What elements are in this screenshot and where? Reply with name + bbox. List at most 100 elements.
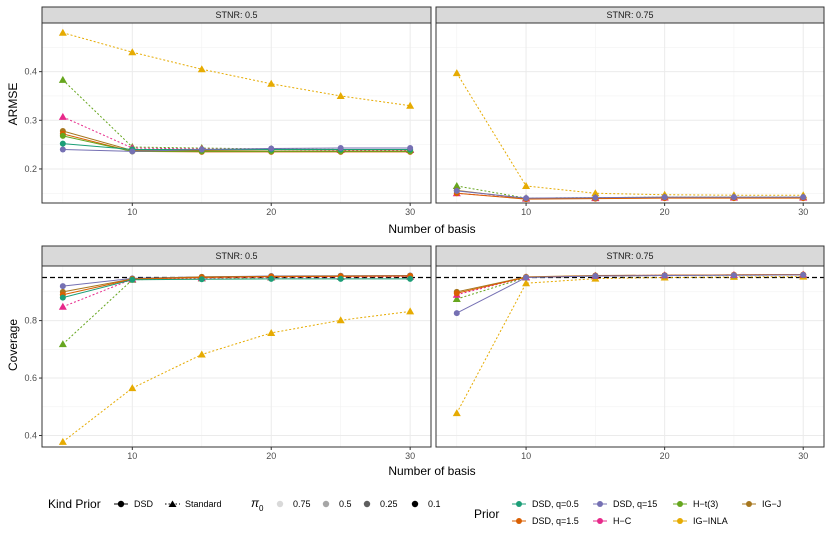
legend-dsd-label: DSD [134,499,154,509]
x-tick-label: 10 [521,451,531,461]
panel-bottom-left: STNR: 0.5 10 20 30 0.4 0.6 0.8 [24,245,432,461]
legend-dsd-marker [117,500,125,508]
legend-pi-label: 0.25 [380,499,398,509]
point-marker [58,302,67,310]
x-tick-label: 10 [127,451,137,461]
point-marker [58,437,67,445]
point-marker [336,316,345,324]
x-tick-label: 10 [521,207,531,217]
legend-pi-marker [322,500,330,508]
point-marker [592,273,599,280]
legend-prior-marker [516,518,522,524]
point-marker [661,194,668,201]
point-marker [337,145,344,152]
point-marker [452,69,461,77]
legend-prior-label: DSD, q=15 [613,499,657,509]
series-ig-inla-standard [58,307,415,445]
legend-prior-marker [597,518,603,524]
series-ig-inla-standard [58,28,415,109]
legend: Kind Prior DSD Standard π 0 0.75 0.5 0.25 0… [48,496,781,526]
point-marker [591,189,600,197]
strip-label: STNR: 0.5 [215,251,257,261]
x-tick-label: 20 [660,451,670,461]
panels: STNR: 0.5 10 20 30 0.2 0.3 0.4 STNR: 0.75 10 20 30… [24,6,825,461]
legend-kind-dsd: DSD [114,499,154,509]
x-tick-label: 30 [405,451,415,461]
x-tick-label: 20 [266,451,276,461]
point-marker [800,271,807,278]
legend-prior-item: H−t(3) [673,499,718,509]
plot-border [41,265,432,448]
point-marker [59,283,66,290]
point-marker [453,187,460,194]
y-tick-label: 0.3 [24,115,37,125]
series-dsd-q-0-5-dsd [59,275,414,301]
point-marker [268,145,275,152]
series-line [62,147,411,152]
legend-pi-label: 0.75 [293,499,311,509]
legend-pi-title: π [251,496,260,510]
x-tick-label: 30 [798,207,808,217]
legend-prior-marker [677,501,683,507]
point-marker [198,276,205,283]
point-marker [522,279,531,287]
legend-pi-label: 0.5 [339,499,352,509]
legend-pi-item: 0.5 [322,499,352,509]
series-line [62,32,411,107]
point-marker [661,272,668,279]
legend-prior-label: DSD, q=1.5 [532,516,579,526]
plot-border [41,22,432,204]
point-marker [58,112,67,120]
point-marker [59,132,66,139]
plot-background [42,23,431,203]
y-tick-label: 0.2 [24,164,37,174]
point-marker [592,194,599,201]
point-marker [800,194,807,201]
y-tick-label: 0.6 [24,373,37,383]
plot-background [436,266,824,447]
legend-prior-item: IG−J [742,499,781,509]
point-marker [198,146,205,153]
point-marker [129,148,136,155]
panel-top-left: STNR: 0.5 10 20 30 0.2 0.3 0.4 [24,6,432,217]
series-line [456,274,804,314]
strip-label: STNR: 0.75 [606,10,653,20]
legend-pi-marker [411,500,419,508]
legend-prior-marker [746,501,752,507]
legend-prior-item: IG−INLA [673,516,728,526]
plot-border [435,22,825,204]
legend-pi-marker [276,500,284,508]
plot-background [436,23,824,203]
point-marker [453,310,460,317]
y-axis-title-armse: ARMSE [6,83,20,126]
y-tick-label: 0.4 [24,431,37,441]
point-marker [406,101,415,109]
point-marker [522,181,531,189]
legend-standard-label: Standard [185,499,222,509]
legend-pi-marker [363,500,371,508]
legend-pi-subscript: 0 [259,504,264,513]
x-tick-label: 20 [660,207,670,217]
point-marker [129,276,136,283]
x-tick-label: 30 [798,451,808,461]
point-marker [197,65,206,73]
legend-prior-title: Prior [474,507,499,521]
point-marker [523,195,530,202]
panel-bottom-right: STNR: 0.75 10 20 30 [435,245,825,461]
point-marker [730,272,737,279]
legend-pi-label: 0.1 [428,499,441,509]
legend-prior-item: DSD, q=15 [593,499,657,509]
point-marker [59,146,66,153]
point-marker [452,295,461,303]
series-dsd-q-15-dsd [453,271,807,317]
series-line [62,275,411,296]
point-marker [452,409,461,417]
point-marker [58,340,67,348]
point-marker [407,275,414,282]
legend-prior-marker [597,501,603,507]
point-marker [59,140,66,147]
point-marker [407,145,414,152]
series-line [62,310,411,443]
series-line [456,190,804,199]
